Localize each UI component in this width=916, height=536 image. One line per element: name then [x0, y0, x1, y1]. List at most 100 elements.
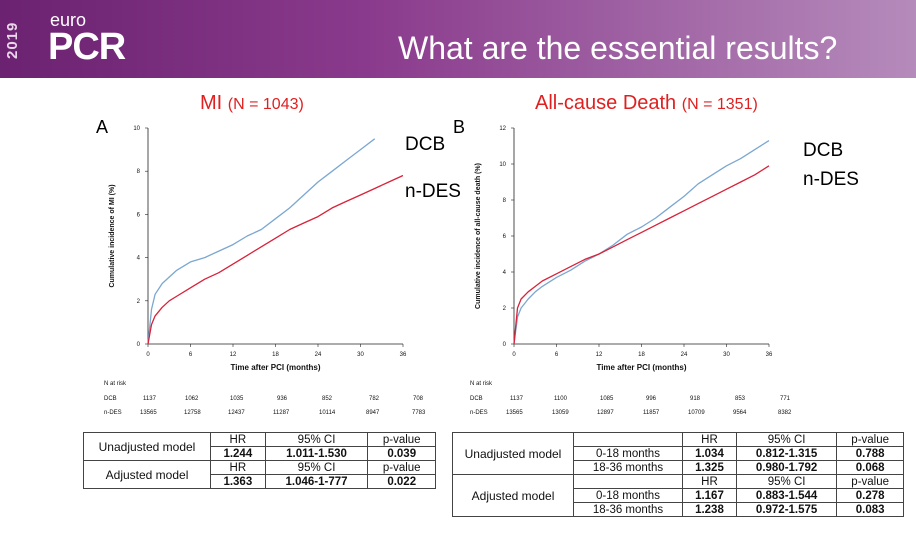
- risk-b-value: 1137: [510, 396, 523, 402]
- table-cell-model: Adjusted model: [83, 460, 211, 489]
- chart-b-x-tick-label: 6: [555, 352, 559, 358]
- chart-b-y-tick-label: 4: [503, 270, 507, 276]
- chart-b-y-tick-label: 10: [499, 162, 506, 168]
- chart-a-x-tick-label: 30: [357, 352, 364, 358]
- chart-a-series-ndes: [147, 174, 404, 345]
- chart-a-x-tick-label: 24: [315, 352, 322, 358]
- logo-year: 2019: [4, 21, 21, 59]
- risk-a-header: N at risk: [104, 381, 127, 387]
- risk-b-value: 918: [690, 396, 701, 402]
- risk-a-value: 782: [369, 396, 380, 402]
- chart-b-y-tick-label: 0: [503, 342, 507, 348]
- chart-a-x-tick-label: 0: [146, 352, 150, 358]
- risk-b-value: 1085: [600, 396, 614, 402]
- risk-b-value: 771: [780, 396, 791, 402]
- table-header-ci: 95% CI: [735, 474, 838, 489]
- chart-b-title: All-cause Death (N = 1351): [535, 92, 758, 115]
- table-row: 0-18 months 1.167 0.883-1.544 0.278: [453, 488, 904, 503]
- table-row: Unadjusted model HR 95% CI p-value: [83, 432, 436, 461]
- risk-b-value: 13059: [552, 410, 569, 416]
- table-cell-period: 18-36 months: [573, 502, 683, 517]
- table-cell-p: 0.788: [836, 446, 904, 461]
- chart-b-label-dcb: DCB: [803, 140, 844, 161]
- risk-a-value: 1062: [185, 396, 199, 402]
- table-header-ci: 95% CI: [264, 432, 369, 447]
- table-cell-p: 0.278: [836, 488, 904, 503]
- table-cell-empty: [573, 432, 683, 447]
- table-cell-empty: [573, 474, 683, 489]
- chart-a-label-dcb: DCB: [405, 134, 446, 155]
- chart-a-title-main: MI: [200, 92, 223, 114]
- risk-a-value: 12437: [228, 410, 245, 416]
- chart-a-title-n: (N = 1043): [227, 96, 304, 113]
- risk-a-value: 13565: [140, 410, 157, 416]
- risk-a-value: 852: [322, 396, 333, 402]
- panel-b-letter: B: [453, 117, 466, 137]
- chart-a-x-tick-label: 18: [272, 352, 279, 358]
- risk-b-value: 9564: [733, 410, 747, 416]
- table-row: Unadjusted model HR 95% CI p-value: [452, 432, 904, 475]
- table-cell-ci: 0.883-1.544: [735, 488, 838, 503]
- table-row: 0-18 months 1.034 0.812-1.315 0.788: [453, 446, 904, 461]
- risk-b-value: 996: [646, 396, 657, 402]
- table-row: 18-36 months 1.238 0.972-1.575 0.083: [453, 502, 904, 517]
- chart-a-y-tick-label: 4: [137, 256, 141, 262]
- logo-pcr: PCR: [48, 26, 126, 68]
- risk-b-header: N at risk: [470, 381, 493, 387]
- header-banner: 2019 euro PCR What are the essential res…: [0, 0, 916, 78]
- risk-a-row-label: n-DES: [104, 410, 122, 416]
- chart-a-x-tick-label: 6: [189, 352, 193, 358]
- risk-b-row-label: n-DES: [470, 410, 488, 416]
- table-header-ci: 95% CI: [264, 460, 369, 475]
- table-header-p: p-value: [836, 432, 904, 447]
- chart-a-x-tick-label: 12: [230, 352, 237, 358]
- chart-b-title-n: (N = 1351): [681, 96, 758, 113]
- table-cell-model: Unadjusted model: [83, 432, 211, 461]
- chart-a-y-tick-label: 0: [137, 342, 141, 348]
- risk-a-value: 10114: [319, 410, 336, 416]
- table-cell-p: 0.068: [836, 460, 904, 475]
- table-header-hr: HR: [210, 460, 266, 475]
- chart-a-x-tick-label: 36: [400, 352, 407, 358]
- risk-a-value: 708: [413, 396, 424, 402]
- chart-b-series-ndes: [513, 165, 770, 345]
- table-cell-ci: 1.046-1-777: [264, 474, 369, 489]
- risk-a-value: 936: [277, 396, 288, 402]
- chart-b-x-tick-label: 24: [681, 352, 688, 358]
- chart-a-x-axis-label: Time after PCI (months): [230, 363, 320, 372]
- risk-b-row-label: DCB: [470, 396, 483, 402]
- table-cell-ci: 1.011-1.530: [264, 446, 369, 461]
- chart-b-y-tick-label: 12: [499, 126, 506, 132]
- table-header-hr: HR: [682, 432, 737, 447]
- table-cell-hr: 1.238: [682, 502, 737, 517]
- risk-b-value: 13565: [506, 410, 523, 416]
- hr-table-death: Unadjusted model HR 95% CI p-value 0-18 …: [452, 432, 904, 517]
- table-cell-model: Unadjusted model: [452, 432, 574, 475]
- table-header-hr: HR: [210, 432, 266, 447]
- chart-b-y-tick-label: 8: [503, 198, 507, 204]
- chart-a-title: MI (N = 1043): [200, 92, 304, 115]
- risk-a-value: 11287: [273, 410, 290, 416]
- chart-a-y-tick-label: 6: [137, 212, 141, 218]
- risk-a-value: 8947: [366, 410, 380, 416]
- table-cell-hr: 1.034: [682, 446, 737, 461]
- table-cell-period: 0-18 months: [573, 488, 683, 503]
- risk-a-value: 7783: [412, 410, 426, 416]
- chart-a-y-axis-label: Cumulative incidence of MI (%): [109, 184, 116, 287]
- table-header-ci: 95% CI: [735, 432, 838, 447]
- table-row: Adjusted model HR 95% CI p-value: [83, 460, 436, 489]
- risk-b-value: 11857: [643, 410, 660, 416]
- chart-b-title-main: All-cause Death: [535, 92, 677, 114]
- table-cell-p: 0.083: [836, 502, 904, 517]
- risk-b-value: 10709: [688, 410, 705, 416]
- chart-b-x-tick-label: 18: [638, 352, 645, 358]
- chart-b-x-tick-label: 30: [723, 352, 730, 358]
- table-cell-hr: 1.244: [210, 446, 266, 461]
- table-row: 1.363 1.046-1-777 0.022: [84, 474, 436, 489]
- chart-b-x-tick-label: 36: [766, 352, 773, 358]
- table-cell-period: 0-18 months: [573, 446, 683, 461]
- logo-euro: euro: [50, 10, 87, 30]
- chart-a-y-tick-label: 10: [133, 126, 140, 132]
